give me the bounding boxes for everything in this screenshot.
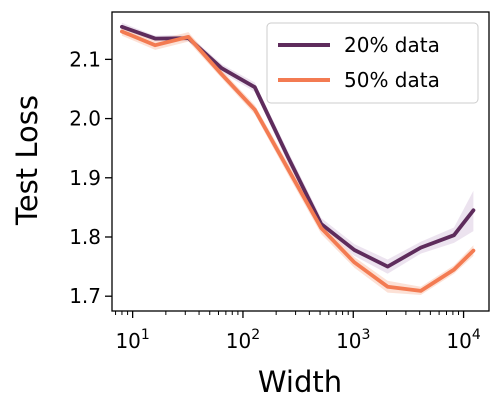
y-axis-label: Test Loss (10, 95, 44, 226)
y-tick-label: 1.9 (69, 166, 101, 190)
line-series-1 (120, 29, 476, 293)
x-axis-ticks: 101 102 103 104 (115, 311, 481, 353)
legend: 20% data 50% data (266, 22, 479, 104)
x-tick-label: 103 (336, 327, 370, 353)
x-axis-label: Width (258, 365, 342, 394)
x-tick-label: 101 (115, 327, 149, 353)
y-tick-label: 1.7 (69, 284, 101, 308)
y-tick-label: 2.1 (69, 47, 101, 71)
legend-label-20: 20% data (344, 33, 440, 57)
plot-frame (111, 11, 490, 312)
legend-label-50: 50% data (344, 68, 440, 92)
x-tick-label: 102 (226, 327, 260, 353)
y-axis-ticks: 1.7 1.8 1.9 2.0 2.1 (69, 47, 112, 308)
series-lines (120, 24, 476, 293)
y-tick-label: 2.0 (69, 107, 101, 131)
y-tick-label: 1.8 (69, 225, 101, 249)
x-tick-label: 104 (446, 327, 480, 353)
